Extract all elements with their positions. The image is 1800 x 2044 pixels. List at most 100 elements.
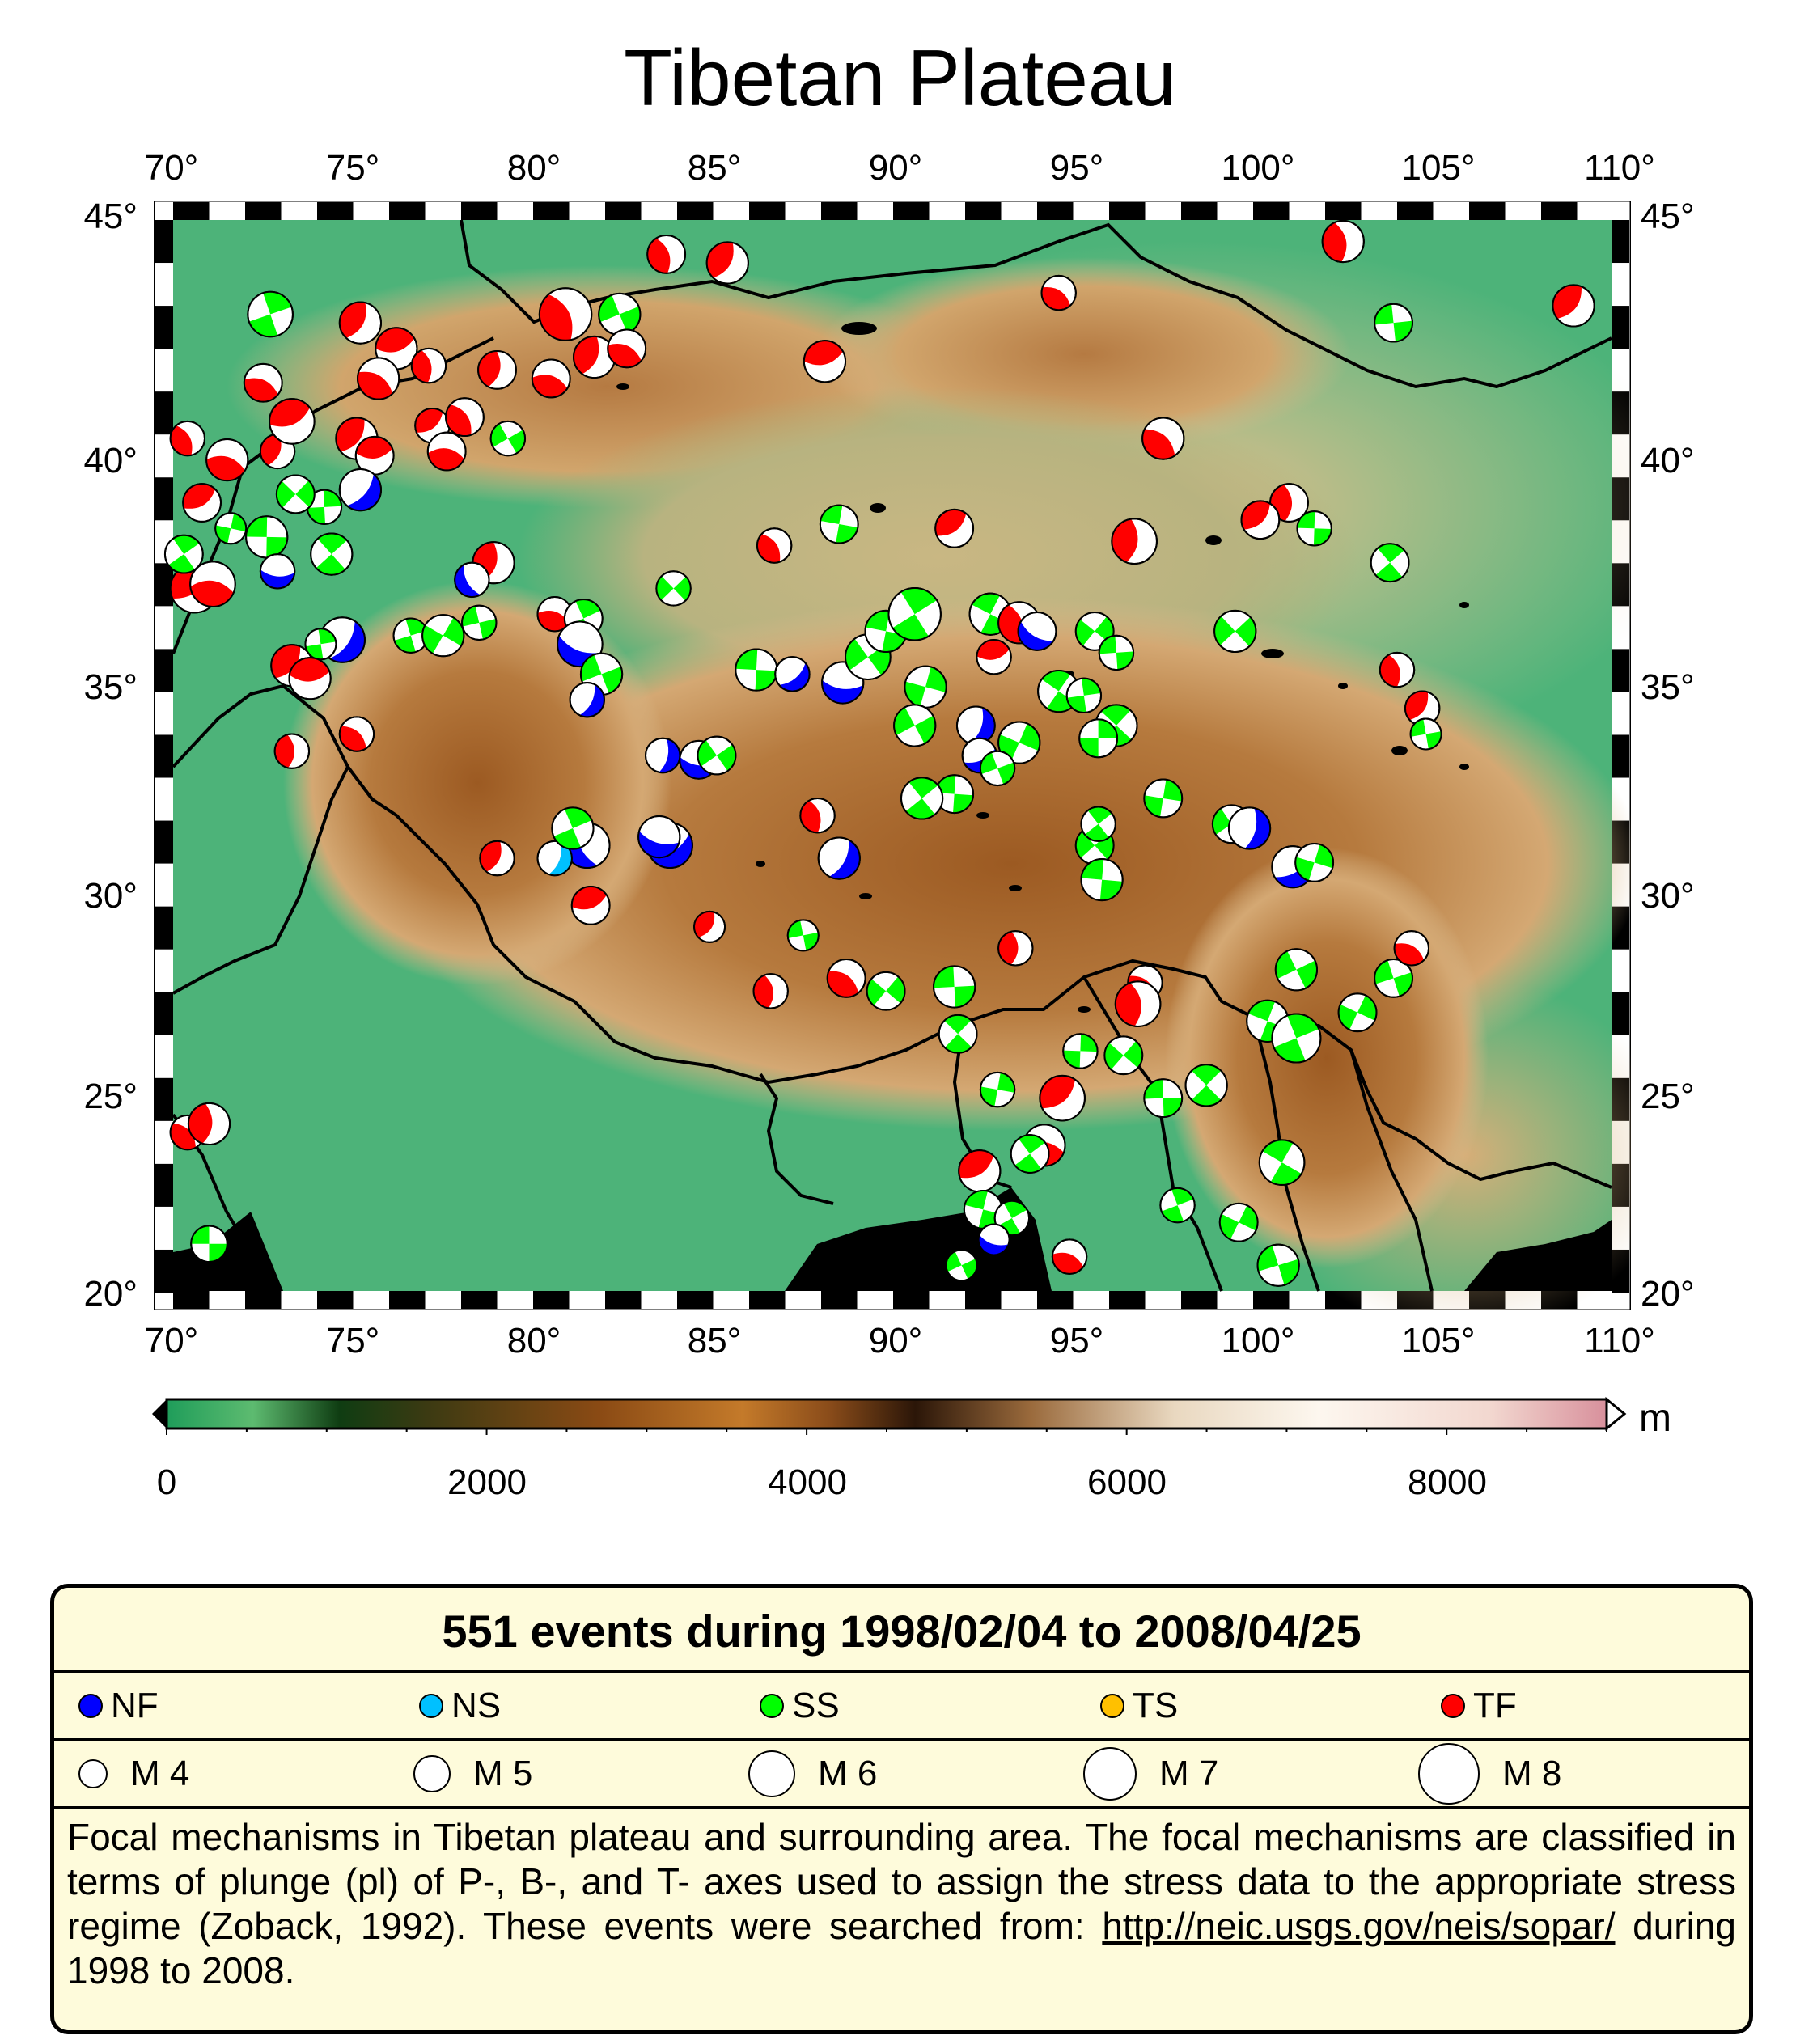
top-lon-tick: 100° — [1221, 148, 1295, 188]
focal-mechanism-ss — [1258, 1139, 1306, 1186]
right-lat-tick: 20° — [1641, 1274, 1695, 1314]
ns-label: NS — [451, 1685, 502, 1725]
focal-mechanism-tf — [354, 435, 395, 476]
legend-item-m8: M 8 — [1418, 1741, 1561, 1806]
focal-mechanism-ss — [1218, 1202, 1259, 1242]
terrain — [173, 220, 1631, 1310]
left-lat-tick: 25° — [83, 1077, 138, 1116]
focal-mechanism-nf — [817, 836, 861, 880]
legend-title: 551 events during 1998/02/04 to 2008/04/… — [54, 1588, 1749, 1673]
focal-mechanism-ss — [214, 512, 248, 545]
focal-mechanism-tf — [273, 733, 311, 769]
focal-mechanism-ss — [1294, 843, 1335, 882]
focal-mechanism-tf — [1051, 1238, 1088, 1275]
ts-symbol — [1100, 1693, 1124, 1718]
focal-mechanism-ss — [247, 290, 294, 338]
focal-mechanism-ss — [489, 420, 527, 457]
focal-mechanism-ss — [245, 515, 289, 559]
focal-mechanism-tf — [1379, 651, 1416, 688]
focal-mechanism-tf — [799, 797, 836, 834]
legend-item-m7: M 7 — [1083, 1741, 1218, 1806]
colorbar-right-triangle — [1605, 1396, 1627, 1432]
focal-mechanism-ss — [893, 704, 937, 747]
focal-mechanism-ss — [1103, 1035, 1144, 1076]
right-lat-tick: 40° — [1641, 441, 1695, 480]
focal-mechanism-ss — [997, 721, 1041, 764]
focal-mechanism-nf — [338, 468, 382, 512]
focal-mechanism-tf — [752, 973, 789, 1009]
focal-mechanism-nf — [1017, 612, 1057, 651]
focal-mechanism-tf — [570, 885, 611, 925]
focal-mechanism-tf — [426, 431, 467, 472]
focal-mechanism-ss — [1374, 958, 1413, 998]
focal-mechanism-tf — [1039, 1074, 1086, 1122]
focal-mechanism-tf — [976, 638, 1012, 675]
focal-mechanism-ss — [1409, 717, 1442, 751]
focal-mechanism-tf — [269, 398, 316, 445]
right-lat-tick: 30° — [1641, 876, 1695, 916]
focal-mechanism-tf — [1321, 219, 1365, 264]
focal-mechanism-ss — [887, 587, 942, 641]
focal-mechanisms — [163, 219, 1595, 1287]
legend-item-ns: NS — [419, 1673, 501, 1738]
focal-mechanism-tf — [803, 340, 847, 383]
focal-mechanism-ss — [461, 604, 498, 641]
top-lon-tick: 70° — [144, 148, 199, 188]
focal-mechanism-tf — [477, 349, 517, 390]
map-title: Tibetan Plateau — [624, 33, 1176, 122]
legend-item-m6: M 6 — [748, 1741, 877, 1806]
colorbar-tick-label: 6000 — [1087, 1462, 1167, 1502]
focal-mechanism-ss — [735, 648, 778, 692]
colorbar-tick-label: 4000 — [768, 1462, 847, 1502]
focal-mechanism-ss — [1143, 778, 1184, 819]
bottom-lon-tick: 100° — [1221, 1321, 1295, 1361]
focal-mechanism-ss — [163, 534, 204, 574]
ss-symbol — [760, 1693, 784, 1718]
focal-mechanism-tf — [243, 362, 283, 403]
bottom-lon-tick: 95° — [1049, 1321, 1104, 1361]
focal-mechanism-tf — [1111, 518, 1158, 565]
description-end: during 1998 to 2008. — [67, 1905, 1736, 1991]
bottom-lon-tick: 75° — [325, 1321, 380, 1361]
elevation-colorbar — [152, 1396, 1627, 1435]
focal-mechanism-ss — [1080, 806, 1116, 842]
focal-mechanism-tf — [531, 358, 571, 399]
tf-label: TF — [1473, 1685, 1517, 1725]
focal-mechanism-ss — [963, 1189, 1003, 1229]
focal-mechanism-tf — [357, 357, 400, 400]
focal-mechanism-tf — [205, 438, 249, 482]
top-lon-tick: 110° — [1584, 148, 1655, 188]
colorbar-fill — [165, 1398, 1608, 1430]
source-link[interactable]: http://neic.usgs.gov/neis/sopar/ — [1102, 1905, 1616, 1947]
focal-mechanism-ss — [1337, 992, 1378, 1033]
focal-mechanism-ss — [1143, 1078, 1184, 1119]
m6-label: M 6 — [818, 1753, 878, 1793]
focal-mechanism-ss — [304, 628, 337, 661]
bottom-lon-tick: 110° — [1584, 1321, 1655, 1361]
legend-item-ss: SS — [760, 1673, 840, 1738]
focal-mechanism-ss — [1256, 1243, 1300, 1287]
focal-mechanism-tf — [479, 840, 515, 877]
magnitude-row: M 4 M 5 M 6 M 7 M 8 — [54, 1741, 1749, 1809]
left-lat-tick: 30° — [83, 876, 138, 916]
legend-description: Focal mechanisms in Tibetan plateau and … — [54, 1809, 1749, 1993]
focal-mechanism-tf — [288, 657, 332, 700]
focal-mechanism-ss — [1184, 1064, 1228, 1107]
focal-mechanism-ss — [819, 504, 859, 544]
m4-symbol — [78, 1758, 108, 1788]
focal-mechanism-ss — [1010, 1134, 1050, 1174]
ss-label: SS — [792, 1685, 840, 1725]
focal-mechanism-ss — [938, 1014, 978, 1054]
top-lon-tick: 105° — [1401, 148, 1476, 188]
topographic-map — [154, 201, 1631, 1310]
focal-mechanism-ss — [945, 1249, 978, 1282]
focal-mechanism-tf — [693, 910, 726, 943]
left-lat-tick: 35° — [83, 667, 138, 707]
colorbar-left-triangle — [152, 1399, 167, 1428]
focal-mechanism-ss — [1078, 718, 1119, 759]
right-lat-tick: 25° — [1641, 1077, 1695, 1116]
focal-mechanism-tf — [646, 234, 687, 274]
colorbar-tick-label: 8000 — [1408, 1462, 1487, 1502]
m5-label: M 5 — [473, 1753, 533, 1793]
focal-mechanism-tf — [573, 335, 616, 379]
